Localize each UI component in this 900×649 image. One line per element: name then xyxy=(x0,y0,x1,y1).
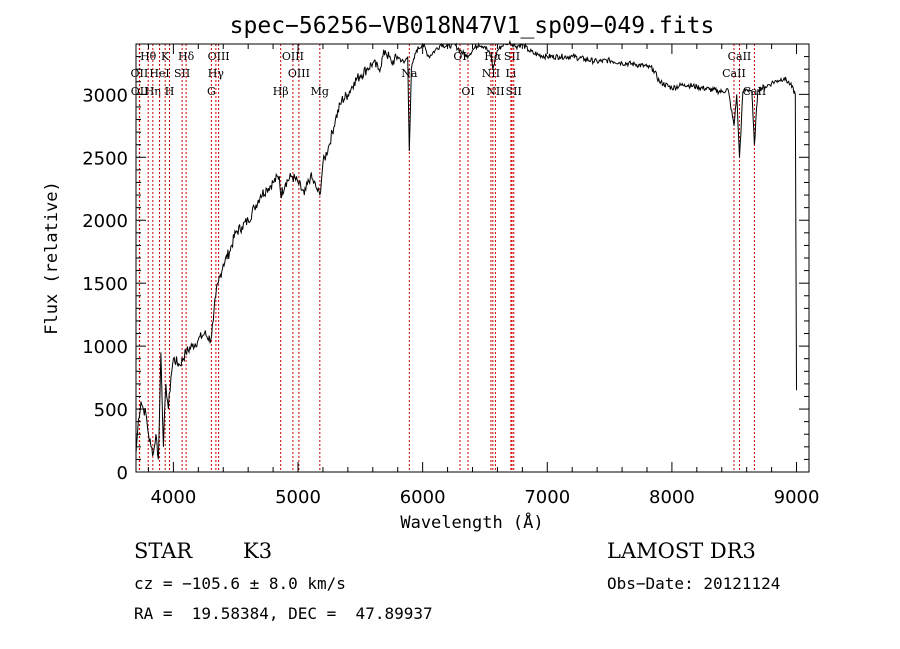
y-tick-label: 1500 xyxy=(82,274,128,295)
line-marker-label: OIII xyxy=(208,50,230,63)
y-tick-label: 3000 xyxy=(82,85,128,106)
x-tick-label: 4000 xyxy=(150,487,196,508)
coordinates: RA = 19.58384, DEC = 47.89937 xyxy=(134,604,433,623)
redshift-info: cz = −105.6 ± 8.0 km/s xyxy=(134,574,346,593)
x-tick-label: 5000 xyxy=(275,487,321,508)
object-subclass: K3 xyxy=(243,539,273,563)
line-marker-label: Hα xyxy=(484,50,502,63)
x-axis-label: Wavelength (Å) xyxy=(400,511,543,533)
line-marker-label: HeI xyxy=(149,67,169,80)
x-tick-label: 9000 xyxy=(774,487,820,508)
line-marker-label: NII xyxy=(486,85,504,98)
line-marker-label: Na xyxy=(401,67,418,80)
line-marker-label: OIII xyxy=(282,50,304,63)
line-marker-label: K xyxy=(161,50,170,63)
line-marker-label: Hδ xyxy=(178,50,195,63)
x-axis-ticks: 4000 5000 6000 7000 8000 9000 xyxy=(147,44,820,508)
x-tick-label: 8000 xyxy=(649,487,695,508)
plot-frame xyxy=(135,43,810,473)
y-tick-label: 500 xyxy=(94,400,128,421)
y-axis-label: Flux (relative) xyxy=(42,181,62,335)
line-marker-label: OIII xyxy=(288,67,310,80)
y-tick-label: 2500 xyxy=(82,148,128,169)
line-marker-label: NII xyxy=(482,67,500,80)
survey-name: LAMOST DR3 xyxy=(607,539,756,563)
line-marker-label: SII xyxy=(504,50,520,63)
observation-date: Obs−Date: 20121124 xyxy=(607,574,781,593)
line-marker-label: OI xyxy=(461,85,474,98)
line-marker-label: Mg xyxy=(311,85,329,98)
x-tick-label: 7000 xyxy=(524,487,570,508)
y-tick-label: 1000 xyxy=(82,337,128,358)
chart-title: spec−56256−VB018N47V1_sp09−049.fits xyxy=(230,13,715,39)
object-class: STAR xyxy=(134,539,193,563)
line-marker-label: G xyxy=(207,85,216,98)
line-marker-label: Hη xyxy=(145,85,161,98)
x-tick-label: 6000 xyxy=(400,487,446,508)
line-marker-label: Hθ xyxy=(140,50,157,63)
y-axis-ticks: 0 500 1000 1500 2000 2500 3000 xyxy=(82,56,809,484)
line-marker-label: H xyxy=(165,85,175,98)
line-marker-label: CaII xyxy=(722,67,746,80)
line-marker-label: SII xyxy=(174,67,190,80)
line-marker-label: Hβ xyxy=(273,85,289,98)
line-marker-label: CaII xyxy=(728,50,752,63)
line-marker-label: SII xyxy=(506,85,522,98)
line-marker-label: Li xyxy=(505,67,516,80)
y-tick-label: 0 xyxy=(117,463,128,484)
y-tick-label: 2000 xyxy=(82,211,128,232)
line-marker-label: Hγ xyxy=(208,67,225,80)
spectrum-line xyxy=(135,39,797,460)
